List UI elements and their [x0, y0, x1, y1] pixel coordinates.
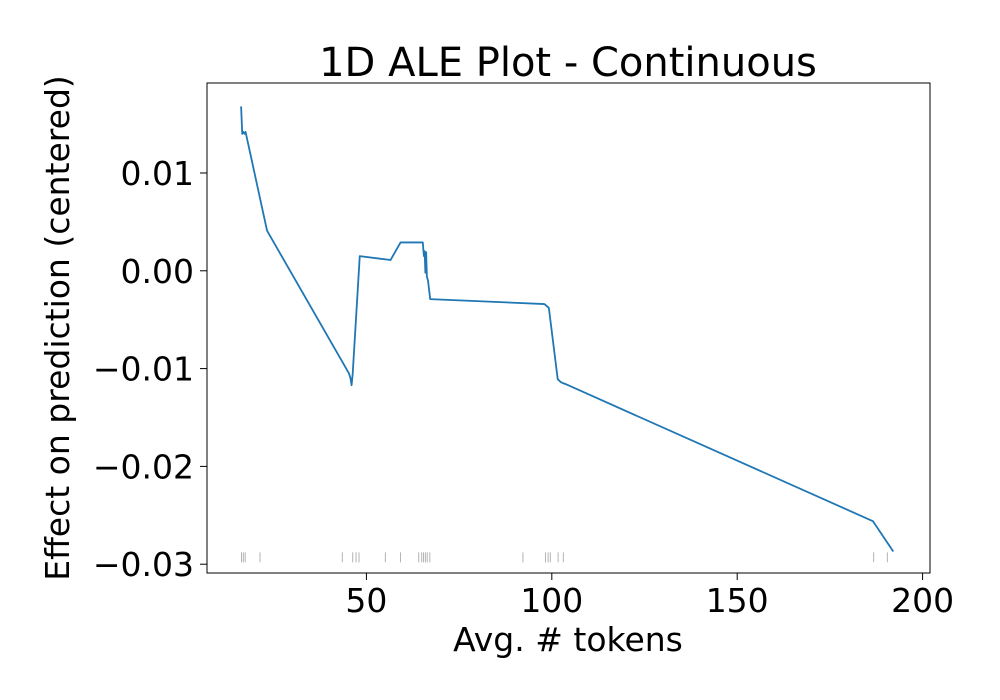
x-tick-label: 100 — [520, 581, 583, 620]
x-axis-label: Avg. # tokens — [453, 620, 683, 659]
rug-marks — [240, 552, 888, 563]
x-tick-label: 200 — [891, 581, 954, 620]
x-tick-label: 150 — [706, 581, 769, 620]
plot-frame — [206, 82, 931, 574]
y-tick-label: −0.02 — [93, 447, 194, 486]
x-tick-label: 50 — [345, 581, 387, 620]
y-tick-label: −0.03 — [93, 545, 194, 584]
y-axis-label: Effect on prediction (centered) — [38, 75, 77, 581]
y-tick-label: 0.01 — [121, 154, 194, 193]
series-line — [240, 106, 895, 552]
y-tick-label: 0.00 — [121, 252, 194, 291]
chart-title: 1D ALE Plot - Continuous — [319, 40, 817, 86]
y-tick-label: −0.01 — [93, 350, 194, 389]
x-axis: 50 100 150 200 — [345, 573, 954, 620]
y-axis: 0.01 0.00 −0.01 −0.02 −0.03 — [93, 154, 207, 584]
